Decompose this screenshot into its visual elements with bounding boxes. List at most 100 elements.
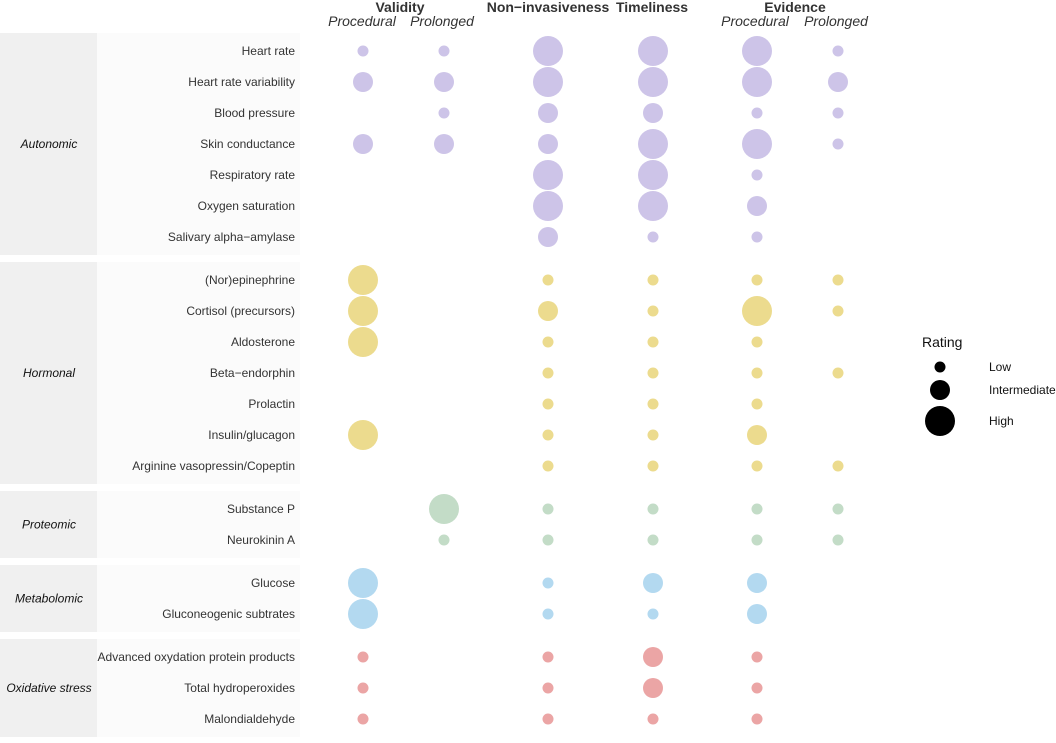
row-label-glucose: Glucose (251, 576, 295, 590)
bubble-cortisol-precursors-col2 (538, 301, 558, 321)
bubble-nor-epinephrine-col0 (348, 265, 378, 295)
bubble-nor-epinephrine-col3 (647, 274, 659, 286)
bubble-beta-endorphin-col4 (751, 367, 763, 379)
bubble-substance-p-col3 (647, 503, 659, 515)
row-label-salivary-alpha-amylase: Salivary alpha−amylase (168, 230, 295, 244)
bubble-neurokinin-a-col3 (647, 534, 659, 546)
col-sub-evidence-prolonged: Prolonged (804, 13, 869, 29)
bubble-oxygen-saturation-col2 (533, 191, 563, 221)
bubble-total-hydroperoxides-col3 (643, 678, 663, 698)
bubble-beta-endorphin-col5 (832, 367, 844, 379)
row-label-substance-p: Substance P (227, 502, 295, 516)
bubble-prolactin-col4 (751, 398, 763, 410)
bubble-gluconeogenic-subtrates-col0 (348, 599, 378, 629)
col-group-timeliness: Timeliness (616, 0, 688, 15)
bubble-salivary-alpha-amylase-col2 (538, 227, 558, 247)
bubble-heart-rate-col2 (533, 36, 563, 66)
row-label-gluconeogenic-subtrates: Gluconeogenic subtrates (162, 607, 295, 621)
bubble-substance-p-col2 (542, 503, 554, 515)
bubble-heart-rate-variability-col5 (828, 72, 848, 92)
bubble-advanced-oxydation-protein-products-col3 (643, 647, 663, 667)
col-sub-validity-prolonged: Prolonged (410, 13, 475, 29)
bubble-blood-pressure-col5 (832, 107, 844, 119)
bubble-blood-pressure-col3 (643, 103, 663, 123)
bubble-glucose-col4 (747, 573, 767, 593)
column-headers: Validity Procedural Prolonged Non−invasi… (328, 0, 869, 29)
row-label-advanced-oxydation-protein-products: Advanced oxydation protein products (98, 650, 295, 664)
category-band-metabolomic (0, 565, 97, 632)
legend-label-low: Low (989, 360, 1011, 374)
bubble-cortisol-precursors-col3 (647, 305, 659, 317)
col-group-validity: Validity (375, 0, 424, 15)
category-band-proteomic (0, 491, 97, 558)
bubble-aldosterone-col3 (647, 336, 659, 348)
bubble-insulin-glucagon-col3 (647, 429, 659, 441)
legend: Rating Low Intermediate High (922, 334, 1056, 436)
col-group-non-invasiveness: Non−invasiveness (487, 0, 610, 15)
bubble-heart-rate-variability-col2 (533, 67, 563, 97)
bubble-skin-conductance-col2 (538, 134, 558, 154)
bubble-neurokinin-a-col5 (832, 534, 844, 546)
legend-label-high: High (989, 414, 1014, 428)
bubble-heart-rate-variability-col0 (353, 72, 373, 92)
row-labels: Heart rate Heart rate variability Blood pr… (98, 44, 296, 726)
row-label-arginine-vasopressin-copeptin: Arginine vasopressin/Copeptin (132, 459, 295, 473)
bubble-skin-conductance-col3 (638, 129, 668, 159)
bubble-skin-conductance-col5 (832, 138, 844, 150)
bubble-arginine-vasopressin-copeptin-col3 (647, 460, 659, 472)
category-label-oxidative-stress: Oxidative stress (6, 681, 91, 695)
category-label-strip (97, 491, 300, 558)
bubble-gluconeogenic-subtrates-col3 (647, 608, 659, 620)
category-band-hormonal (0, 262, 97, 484)
category-label-strip (97, 565, 300, 632)
bubble-advanced-oxydation-protein-products-col0 (357, 651, 369, 663)
category-bands: Autonomic Hormonal Proteomic Metabolomic Oxi… (0, 33, 300, 737)
bubble-blood-pressure-col2 (538, 103, 558, 123)
bubble-heart-rate-col1 (438, 45, 450, 57)
bubble-heart-rate-col0 (357, 45, 369, 57)
bubble-cortisol-precursors-col5 (832, 305, 844, 317)
row-label-respiratory-rate: Respiratory rate (210, 168, 296, 182)
legend-marker-low (934, 361, 946, 373)
col-sub-evidence-procedural: Procedural (721, 13, 790, 29)
bubble-blood-pressure-col1 (438, 107, 450, 119)
category-label-metabolomic: Metabolomic (15, 592, 83, 606)
bubble-aldosterone-col0 (348, 327, 378, 357)
row-label-malondialdehyde: Malondialdehyde (204, 712, 295, 726)
row-label-total-hydroperoxides: Total hydroperoxides (184, 681, 295, 695)
bubble-cortisol-precursors-col0 (348, 296, 378, 326)
bubble-substance-p-col5 (832, 503, 844, 515)
bubble-arginine-vasopressin-copeptin-col5 (832, 460, 844, 472)
bubble-aldosterone-col4 (751, 336, 763, 348)
bubble-insulin-glucagon-col2 (542, 429, 554, 441)
legend-title: Rating (922, 334, 962, 350)
bubble-glucose-col3 (643, 573, 663, 593)
bubble-salivary-alpha-amylase-col3 (647, 231, 659, 243)
bubble-heart-rate-col4 (742, 36, 772, 66)
bubble-heart-rate-col3 (638, 36, 668, 66)
bubble-heart-rate-col5 (832, 45, 844, 57)
bubble-respiratory-rate-col3 (638, 160, 668, 190)
bubble-total-hydroperoxides-col4 (751, 682, 763, 694)
col-group-evidence: Evidence (764, 0, 826, 15)
bubbles (348, 36, 848, 725)
bubble-skin-conductance-col1 (434, 134, 454, 154)
bubble-prolactin-col2 (542, 398, 554, 410)
bubble-gluconeogenic-subtrates-col4 (747, 604, 767, 624)
bubble-respiratory-rate-col4 (751, 169, 763, 181)
bubble-advanced-oxydation-protein-products-col2 (542, 651, 554, 663)
row-label-skin-conductance: Skin conductance (200, 137, 295, 151)
bubble-respiratory-rate-col2 (533, 160, 563, 190)
bubble-oxygen-saturation-col3 (638, 191, 668, 221)
bubble-cortisol-precursors-col4 (742, 296, 772, 326)
row-label-insulin-glucagon: Insulin/glucagon (208, 428, 295, 442)
bubble-insulin-glucagon-col0 (348, 420, 378, 450)
row-label-oxygen-saturation: Oxygen saturation (198, 199, 295, 213)
legend-label-intermediate: Intermediate (989, 383, 1056, 397)
category-band-oxidative-stress (0, 639, 97, 737)
category-label-strip (97, 262, 300, 484)
bubble-advanced-oxydation-protein-products-col4 (751, 651, 763, 663)
bubble-skin-conductance-col4 (742, 129, 772, 159)
bubble-arginine-vasopressin-copeptin-col4 (751, 460, 763, 472)
